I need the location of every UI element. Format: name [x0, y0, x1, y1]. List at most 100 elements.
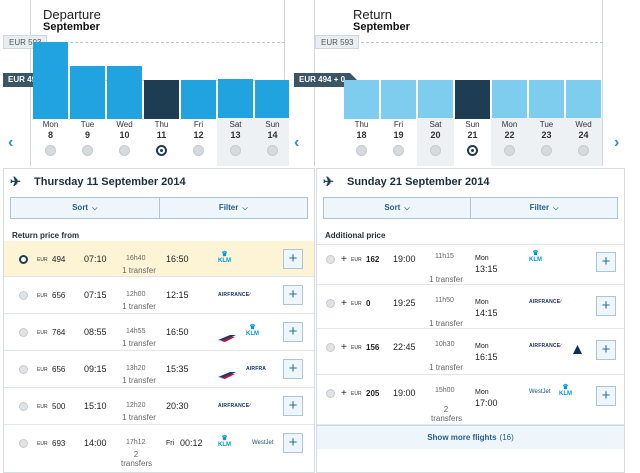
day-radio[interactable] — [193, 145, 204, 156]
transfers: 1 transfer — [122, 266, 156, 275]
day-number: 21 — [467, 130, 478, 140]
day-radio[interactable] — [393, 145, 404, 156]
day-22[interactable]: Mon 22 — [492, 120, 528, 156]
day-12[interactable]: Fri 12 — [181, 120, 217, 156]
show-more-flights-button[interactable]: Show more flights (16) — [317, 425, 624, 449]
add-flight-button[interactable]: + — [283, 249, 303, 269]
day-24[interactable]: Wed 24 — [566, 120, 602, 156]
price-bar[interactable] — [218, 79, 253, 119]
flight-row[interactable]: EUR 500 15:10 12h20 20:30 1 transfer AIRFRANCE… — [4, 388, 314, 425]
westjet-logo: WestJet — [252, 440, 274, 446]
price-bar[interactable] — [344, 80, 379, 119]
flight-radio[interactable] — [19, 255, 28, 264]
return-sort-button[interactable]: Sort ⌵ — [384, 203, 410, 212]
departure-prev-arrow-icon[interactable]: ‹ — [8, 134, 14, 151]
add-flight-button[interactable]: + — [283, 396, 303, 416]
price-bar[interactable] — [492, 80, 527, 119]
flight-radio[interactable] — [326, 343, 335, 352]
day-21[interactable]: Sun 21 — [455, 120, 491, 156]
price-bar[interactable] — [418, 80, 453, 119]
flight-row[interactable]: EUR 656 09:15 13h20 15:35 1 transfer AIRFRA + — [4, 351, 314, 388]
flight-radio[interactable] — [19, 328, 28, 337]
duration: 12h00 — [126, 291, 146, 298]
price-bar[interactable] — [144, 80, 179, 119]
day-number: 9 — [84, 130, 90, 140]
return-next-arrow-icon[interactable]: › — [614, 134, 620, 151]
price-bar[interactable] — [33, 42, 68, 119]
add-flight-button[interactable]: + — [596, 386, 616, 406]
transfers: 1 transfer — [122, 339, 156, 348]
departure-results: ✈ Thursday 11 September 2014 Sort ⌵ Filte… — [3, 168, 315, 473]
day-10[interactable]: Wed 10 — [107, 120, 143, 156]
currency: EUR — [351, 301, 362, 307]
day-8[interactable]: Mon 8 — [33, 120, 69, 156]
price-bar[interactable] — [255, 80, 290, 119]
return-date-heading: Sunday 21 September 2014 — [347, 176, 490, 188]
day-of-week: Sun — [465, 120, 480, 129]
day-13[interactable]: Sat 13 — [218, 120, 254, 156]
flight-radio[interactable] — [326, 255, 335, 264]
flight-row[interactable]: EUR 494 07:10 16h40 16:50 1 transfer ♛ KLM + — [4, 241, 314, 277]
day-radio[interactable] — [356, 145, 367, 156]
day-9[interactable]: Tue 9 — [70, 120, 106, 156]
day-11[interactable]: Thu 11 — [144, 120, 180, 156]
day-radio[interactable] — [504, 145, 515, 156]
add-flight-button[interactable]: + — [596, 252, 616, 272]
price-bar[interactable] — [529, 80, 564, 119]
flight-row[interactable]: EUR 764 08:55 14h55 16:50 1 transfer ♛ KLM + — [4, 314, 314, 351]
flight-radio[interactable] — [326, 299, 335, 308]
flight-row[interactable]: + EUR 205 19:00 15h00 Mon 17:00 2 transfers West… — [317, 375, 624, 425]
day-18[interactable]: Thu 18 — [344, 120, 380, 156]
add-flight-button[interactable]: + — [283, 359, 303, 379]
add-flight-button[interactable]: + — [283, 322, 303, 342]
price-bar[interactable] — [70, 66, 105, 119]
day-radio[interactable] — [467, 145, 478, 156]
flight-row[interactable]: EUR 656 07:15 12h00 12:15 1 transfer AIRFRANCE… — [4, 277, 314, 314]
flight-row[interactable]: + EUR 162 19:00 11h15 Mon 13:15 1 transfer ♛ KLM + — [317, 241, 624, 285]
price-bar[interactable] — [107, 66, 142, 119]
flight-radio[interactable] — [19, 402, 28, 411]
day-radio[interactable] — [45, 145, 56, 156]
add-flight-button[interactable]: + — [596, 296, 616, 316]
day-radio[interactable] — [430, 145, 441, 156]
day-radio[interactable] — [267, 145, 278, 156]
flight-row[interactable]: + EUR 156 22:45 10h30 Mon 16:15 1 transfer AIRFR… — [317, 329, 624, 375]
departure-sort-button[interactable]: Sort ⌵ — [72, 203, 98, 212]
day-14[interactable]: Sun 14 — [255, 120, 291, 156]
day-number: 12 — [193, 130, 204, 140]
day-radio[interactable] — [156, 145, 167, 156]
day-23[interactable]: Tue 23 — [529, 120, 565, 156]
return-filter-button[interactable]: Filter ⌵ — [470, 198, 617, 218]
arrival-time: 15:35 — [166, 364, 189, 374]
day-radio[interactable] — [541, 145, 552, 156]
duration: 14h55 — [126, 328, 146, 335]
price-bar[interactable] — [181, 80, 216, 119]
currency: EUR — [37, 404, 48, 410]
day-of-week: Tue — [539, 120, 554, 129]
flight-radio[interactable] — [19, 365, 28, 374]
day-radio[interactable] — [119, 145, 130, 156]
add-flight-button[interactable]: + — [596, 340, 616, 360]
flight-radio[interactable] — [326, 389, 335, 398]
add-flight-button[interactable]: + — [283, 433, 303, 453]
departure-filter-button[interactable]: Filter ⌵ — [158, 198, 308, 218]
price-bar[interactable] — [455, 80, 490, 119]
flight-radio[interactable] — [19, 439, 28, 448]
flight-row[interactable]: + EUR 0 19:25 11h50 Mon 14:15 1 transfer AIRFRAN… — [317, 285, 624, 329]
price-bar[interactable] — [381, 80, 416, 119]
add-flight-button[interactable]: + — [283, 285, 303, 305]
day-19[interactable]: Fri 19 — [381, 120, 417, 156]
day-radio[interactable] — [82, 145, 93, 156]
return-prev-arrow-icon[interactable]: ‹ — [294, 134, 300, 151]
plus-sign: + — [341, 388, 347, 399]
price-bar[interactable] — [566, 80, 601, 119]
day-number: 8 — [47, 130, 53, 140]
return-low-price: EUR 494 + 0 — [294, 73, 358, 87]
departure-time: 07:10 — [84, 254, 107, 264]
day-20[interactable]: Sat 20 — [418, 120, 454, 156]
flight-row[interactable]: EUR 693 14:00 17h12 Fri 00:12 2 transfers ♛ KLM W… — [4, 425, 314, 472]
flight-radio[interactable] — [19, 291, 28, 300]
day-radio[interactable] — [230, 145, 241, 156]
price: 494 — [52, 255, 66, 264]
day-radio[interactable] — [578, 145, 589, 156]
